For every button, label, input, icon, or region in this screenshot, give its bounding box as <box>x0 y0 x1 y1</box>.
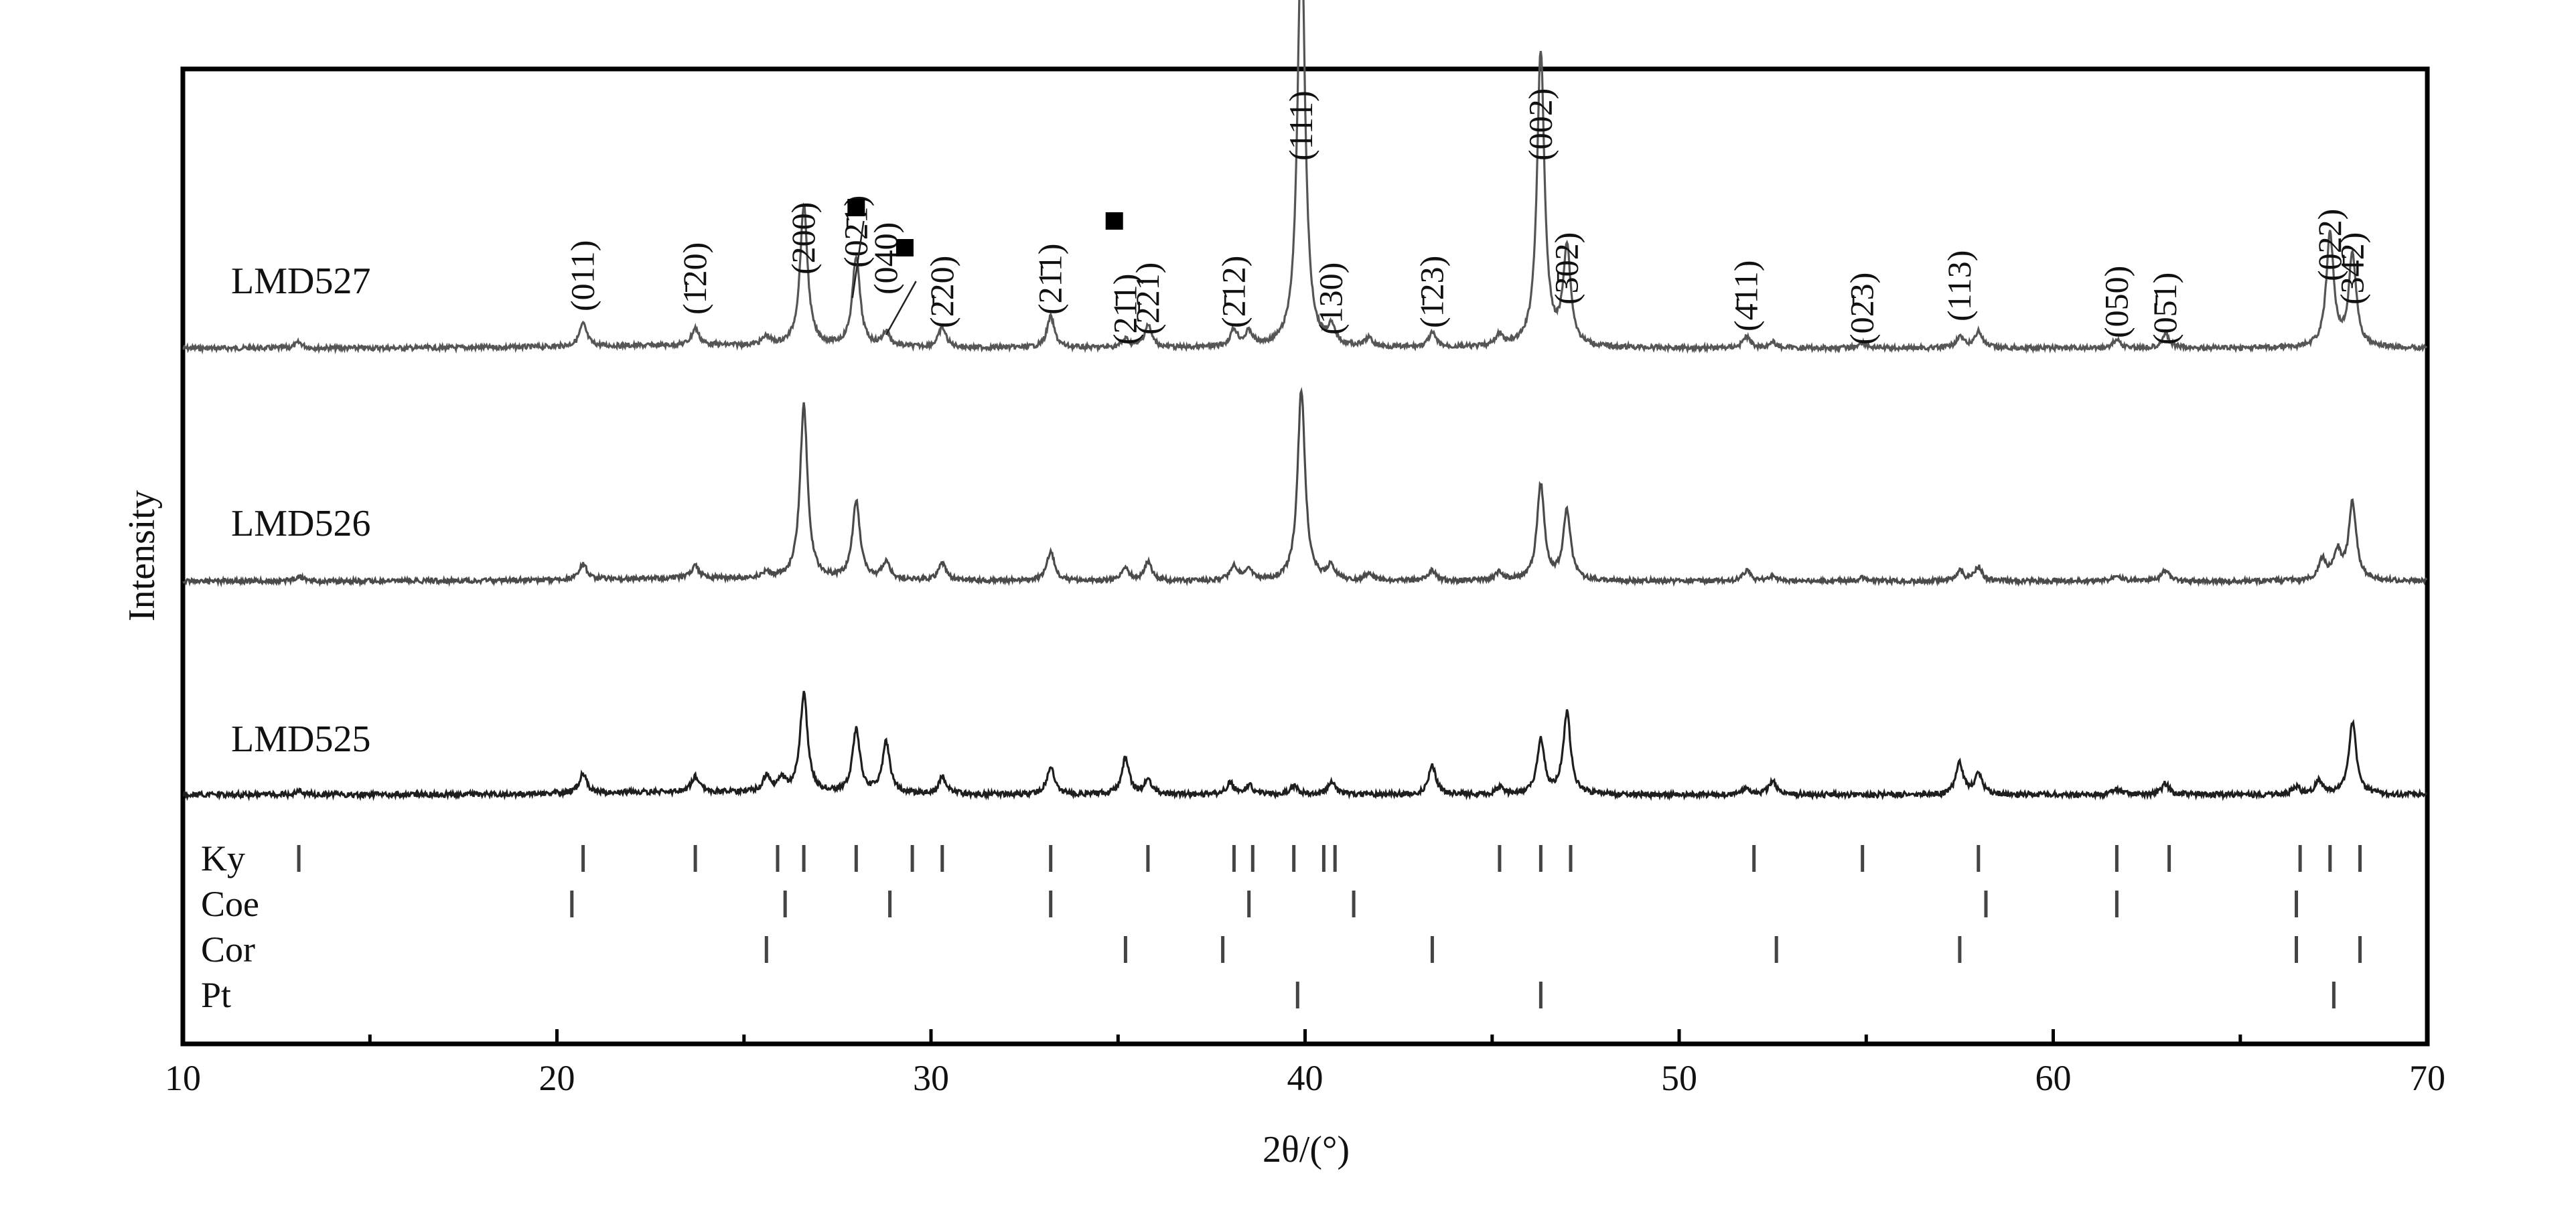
x-axis: 10 20 30 40 50 60 70 <box>165 1029 2445 1098</box>
leader-line <box>885 281 917 335</box>
square-markers <box>847 199 1123 256</box>
x-tick-label: 70 <box>2409 1058 2445 1098</box>
hkl-label: (2̄12) <box>1214 256 1252 328</box>
hkl-label: (050) <box>2097 266 2135 338</box>
hkl-label: (022) <box>2311 209 2348 281</box>
series-names: LMD527 LMD526 LMD525 <box>231 260 370 760</box>
hkl-label: (3̄02) <box>1548 232 1585 305</box>
x-tick-label: 30 <box>913 1058 949 1098</box>
hkl-labels: (011) (1̄20)(200) (02̄1)(040) (2̄20) (21̄1)(… <box>564 88 2371 345</box>
x-tick-label: 20 <box>539 1058 575 1098</box>
phase-label-cor: Cor <box>201 929 255 970</box>
square-marker <box>1105 212 1123 230</box>
hkl-label: (113) <box>1940 250 1978 321</box>
x-axis-title: 2θ/(°) <box>1263 1129 1350 1170</box>
hkl-label: (011) <box>564 240 601 311</box>
x-tick-label: 50 <box>1661 1058 1697 1098</box>
phase-label-pt: Pt <box>201 975 231 1015</box>
plot-frame <box>180 66 2430 1047</box>
hkl-label: (05̄1) <box>2146 273 2184 345</box>
hkl-label: (130) <box>1312 262 1350 335</box>
hkl-label: (34̄2) <box>2333 232 2370 305</box>
hkl-label: (1̄20) <box>676 242 713 315</box>
square-marker <box>896 239 914 256</box>
series-line-lmd526 <box>182 386 2428 588</box>
x-tick-label: 40 <box>1287 1058 1323 1098</box>
reference-phases: Ky Coe Cor Pt <box>201 838 2362 1015</box>
series-line-lmd527 <box>182 0 2428 355</box>
hkl-label: (21̄1) <box>1106 274 1143 345</box>
y-axis-title: Intensity <box>121 490 163 621</box>
x-tick-label: 10 <box>165 1058 201 1098</box>
hkl-label: (040) <box>867 222 904 295</box>
hkl-label: (21̄1) <box>1031 244 1069 315</box>
series-label-lmd526: LMD526 <box>231 503 370 544</box>
leader-line <box>851 220 865 299</box>
hkl-label: (02̄3) <box>1843 273 1881 345</box>
hkl-label: (002) <box>1521 88 1559 161</box>
hkl-label: (4̄11) <box>1727 260 1765 331</box>
series-lines <box>182 0 2428 802</box>
hkl-label: (2̄20) <box>923 256 960 328</box>
hkl-label: (111) <box>1282 90 1319 161</box>
square-marker <box>847 199 865 216</box>
series-label-lmd527: LMD527 <box>231 260 370 302</box>
phase-label-coe: Coe <box>201 884 259 924</box>
hkl-label: (1̄23) <box>1413 256 1450 328</box>
hkl-label: (2̄21) <box>1129 262 1166 335</box>
x-tick-label: 60 <box>2035 1058 2072 1098</box>
hkl-label: (200) <box>784 202 822 275</box>
series-line-lmd525 <box>182 690 2428 802</box>
phase-label-ky: Ky <box>201 838 245 879</box>
series-label-lmd525: LMD525 <box>231 718 370 760</box>
